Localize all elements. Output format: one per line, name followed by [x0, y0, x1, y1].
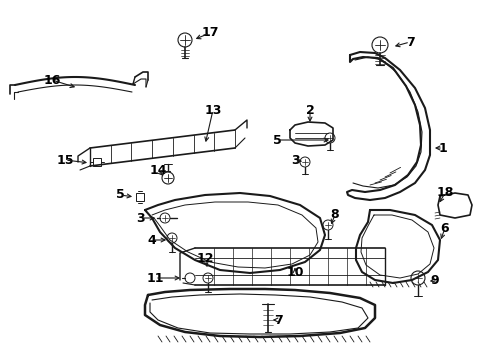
- Text: 12: 12: [196, 252, 214, 265]
- Text: 3: 3: [136, 211, 145, 225]
- Text: 16: 16: [43, 73, 61, 86]
- Text: 11: 11: [146, 271, 164, 284]
- Text: 1: 1: [439, 141, 447, 154]
- Text: 2: 2: [306, 104, 315, 117]
- Text: 17: 17: [201, 27, 219, 40]
- Text: 10: 10: [286, 266, 304, 279]
- Text: 3: 3: [291, 153, 299, 166]
- Text: 15: 15: [56, 153, 74, 166]
- Text: 18: 18: [436, 186, 454, 199]
- Text: 9: 9: [431, 274, 440, 287]
- Text: 7: 7: [406, 36, 415, 49]
- Text: 8: 8: [331, 208, 339, 221]
- Text: 4: 4: [147, 234, 156, 247]
- Text: 6: 6: [441, 221, 449, 234]
- Text: 13: 13: [204, 104, 221, 117]
- Text: 7: 7: [273, 314, 282, 327]
- Text: 5: 5: [116, 189, 124, 202]
- Text: 5: 5: [272, 134, 281, 147]
- Bar: [136, 193, 144, 201]
- Bar: [93, 158, 101, 166]
- Text: 14: 14: [149, 163, 167, 176]
